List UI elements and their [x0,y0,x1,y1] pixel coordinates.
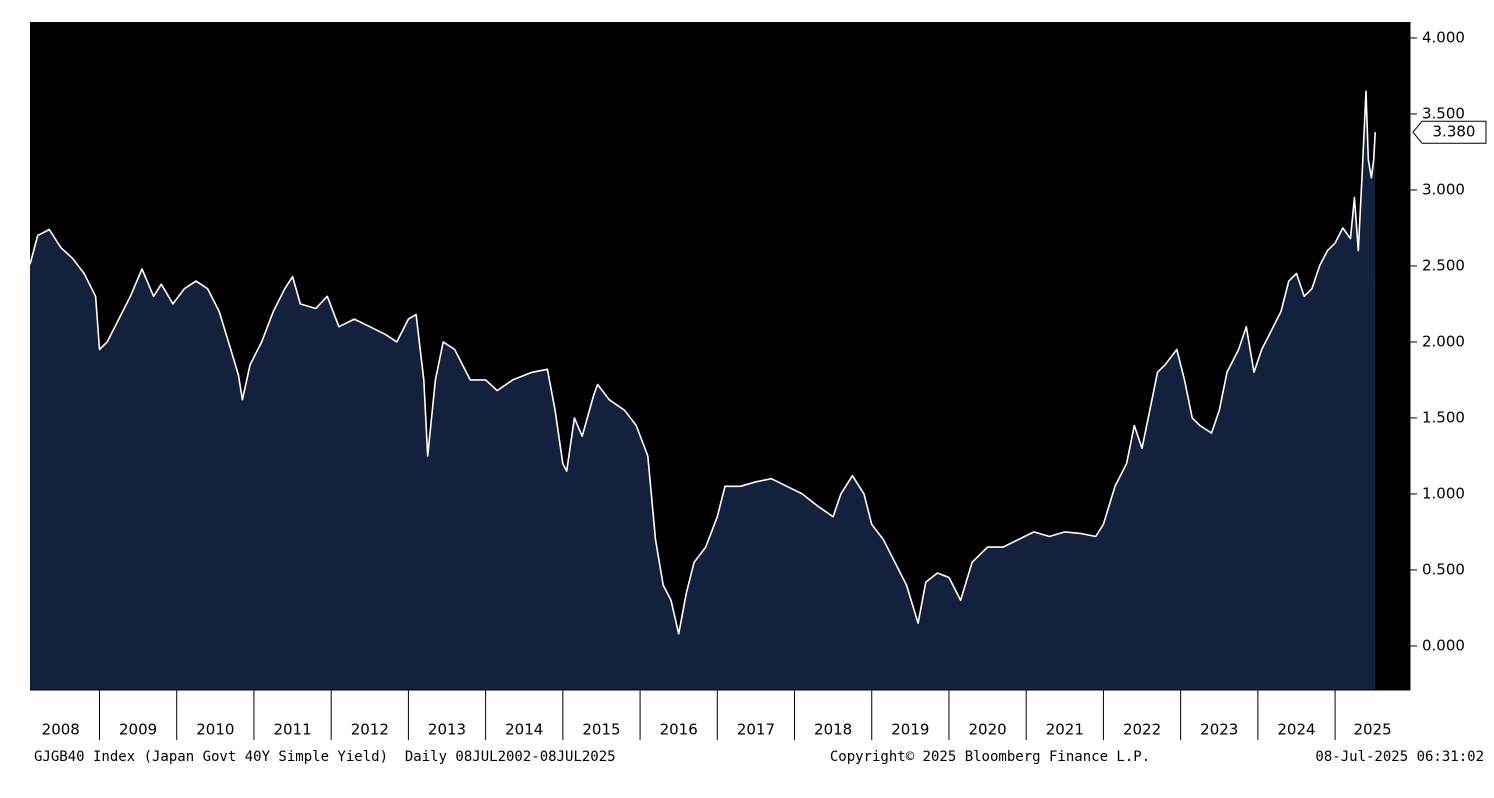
y-tick-label: 1.500 [1422,408,1465,426]
source-note: GJGB40 Index (Japan Govt 40Y Simple Yiel… [34,749,616,765]
y-tick-label: 3.000 [1422,180,1465,198]
x-tick-label: 2008 [42,721,80,739]
y-tick-label: 2.000 [1422,332,1465,350]
y-tick-label: 1.000 [1422,484,1465,502]
x-tick-label: 2015 [582,721,620,739]
x-tick-label: 2019 [891,721,929,739]
x-tick-label: 2023 [1200,721,1238,739]
last-value-label: 3.380 [1433,123,1476,141]
y-tick-label: 2.500 [1422,256,1465,274]
x-tick-label: 2025 [1353,721,1391,739]
x-tick-label: 2013 [428,721,466,739]
y-tick-label: 3.500 [1422,104,1465,122]
x-tick-label: 2011 [273,721,311,739]
x-tick-label: 2010 [196,721,234,739]
x-tick-label: 2009 [119,721,157,739]
x-tick-label: 2022 [1123,721,1161,739]
x-tick-label: 2024 [1277,721,1315,739]
x-tick-label: 2014 [505,721,543,739]
x-tick-label: 2021 [1046,721,1084,739]
x-tick-label: 2018 [814,721,852,739]
x-tick-label: 2020 [968,721,1006,739]
y-tick-label: 0.000 [1422,636,1465,654]
yield-line [29,90,1376,635]
y-tick-label: 0.500 [1422,560,1465,578]
x-tick-label: 2016 [660,721,698,739]
area-fill [30,91,1376,690]
timestamp-note: 08-Jul-2025 06:31:02 [1315,749,1484,765]
last-value-box [1412,120,1487,144]
copyright-note: Copyright© 2025 Bloomberg Finance L.P. [830,749,1150,765]
y-tick-label: 4.000 [1422,28,1465,46]
x-tick-label: 2017 [737,721,775,739]
x-tick-label: 2012 [351,721,389,739]
